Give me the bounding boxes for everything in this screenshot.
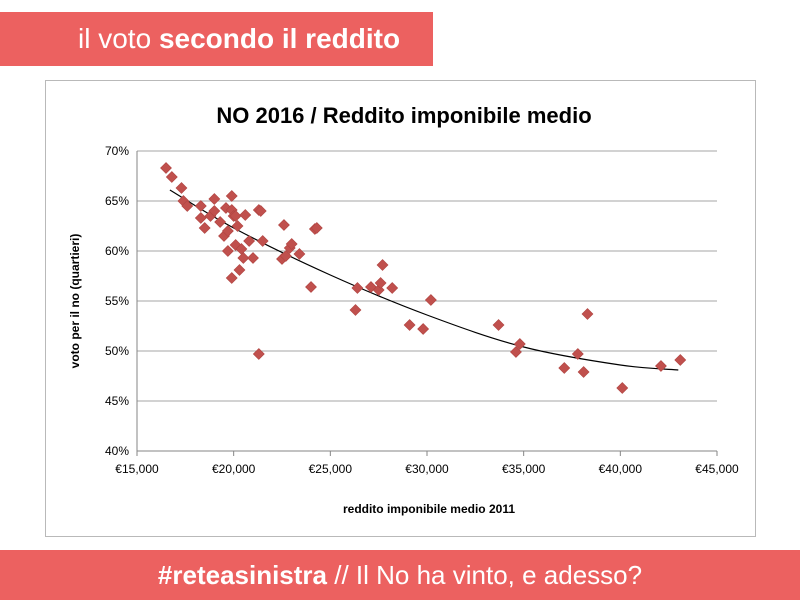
data-point: [221, 225, 234, 237]
data-point: [181, 200, 194, 212]
data-point: [175, 182, 188, 194]
data-point: [208, 205, 221, 217]
data-point: [376, 259, 389, 271]
data-point: [229, 210, 242, 222]
grid-lines: [137, 150, 717, 402]
x-tick-label: €35,000: [502, 462, 546, 476]
data-point: [349, 304, 362, 316]
header-title-bold: secondo il reddito: [158, 23, 401, 54]
y-tick-label: 50%: [105, 344, 129, 358]
data-point: [403, 319, 416, 331]
data-point: [194, 212, 207, 224]
data-point: [278, 219, 290, 231]
data-point: [581, 308, 594, 320]
scatter-chart: NO 2016 / Reddito imponibile medio reddi…: [68, 103, 739, 516]
y-tick-label: 70%: [105, 144, 129, 158]
x-tick-label: €40,000: [599, 462, 643, 476]
data-point: [492, 319, 505, 331]
x-tick-label: €15,000: [115, 462, 159, 476]
x-tick-label: €25,000: [309, 462, 353, 476]
data-point: [293, 248, 306, 260]
data-point: [237, 252, 250, 264]
data-point: [510, 346, 522, 358]
data-point: [247, 252, 259, 264]
data-point: [616, 382, 629, 394]
y-tick-label: 40%: [105, 444, 129, 458]
data-point: [310, 222, 323, 234]
data-point: [674, 354, 687, 366]
y-tick-label: 65%: [105, 194, 129, 208]
x-tick-label: €45,000: [695, 462, 739, 476]
data-point: [198, 222, 211, 234]
data-point: [513, 338, 526, 350]
header-title-light: il voto: [78, 23, 159, 54]
data-point: [655, 360, 667, 372]
y-tick-label: 60%: [105, 244, 129, 258]
data-point: [160, 162, 172, 174]
data-point: [577, 366, 590, 378]
data-point: [221, 245, 234, 257]
data-point: [558, 362, 571, 374]
data-point: [285, 238, 298, 250]
header-banner: il voto secondo il reddito: [0, 12, 433, 66]
data-point: [243, 235, 256, 247]
x-tick-labels: €15,000 €20,000 €25,000 €30,000 €35,000 €40,0…: [115, 462, 739, 476]
data-point: [417, 323, 430, 335]
data-point: [386, 282, 399, 294]
data-point: [374, 277, 387, 289]
data-point: [231, 220, 244, 232]
y-tick-label: 45%: [105, 394, 129, 408]
y-axis-label: voto per il no (quartieri): [68, 234, 82, 369]
data-point: [165, 171, 178, 183]
data-point: [305, 281, 317, 293]
data-point: [233, 264, 246, 276]
data-point: [225, 190, 238, 202]
footer-hashtag: #reteasinistra: [157, 560, 328, 590]
data-point: [208, 193, 221, 205]
x-tick-label: €30,000: [405, 462, 449, 476]
x-axis-label: reddito imponibile medio 2011: [343, 502, 515, 516]
footer-subtitle: // Il No ha vinto, e adesso?: [327, 560, 643, 590]
chart-frame: NO 2016 / Reddito imponibile medio reddi…: [45, 80, 756, 537]
data-point: [252, 348, 265, 360]
data-point: [225, 272, 238, 284]
x-tick-label: €20,000: [212, 462, 256, 476]
y-tick-label: 55%: [105, 294, 129, 308]
data-point: [214, 216, 227, 228]
data-point: [424, 294, 437, 306]
data-point: [351, 282, 364, 294]
data-point: [256, 235, 269, 247]
footer-banner: #reteasinistra // Il No ha vinto, e ades…: [0, 550, 800, 600]
y-tick-labels: 40% 45% 50% 55% 60% 65% 70%: [105, 144, 129, 458]
data-point: [571, 348, 584, 360]
chart-title: NO 2016 / Reddito imponibile medio: [216, 103, 591, 128]
data-point: [279, 250, 292, 262]
data-point: [194, 200, 207, 212]
axes: [136, 151, 718, 456]
data-point: [239, 209, 252, 221]
data-point: [254, 205, 267, 217]
data-points: [160, 162, 687, 394]
